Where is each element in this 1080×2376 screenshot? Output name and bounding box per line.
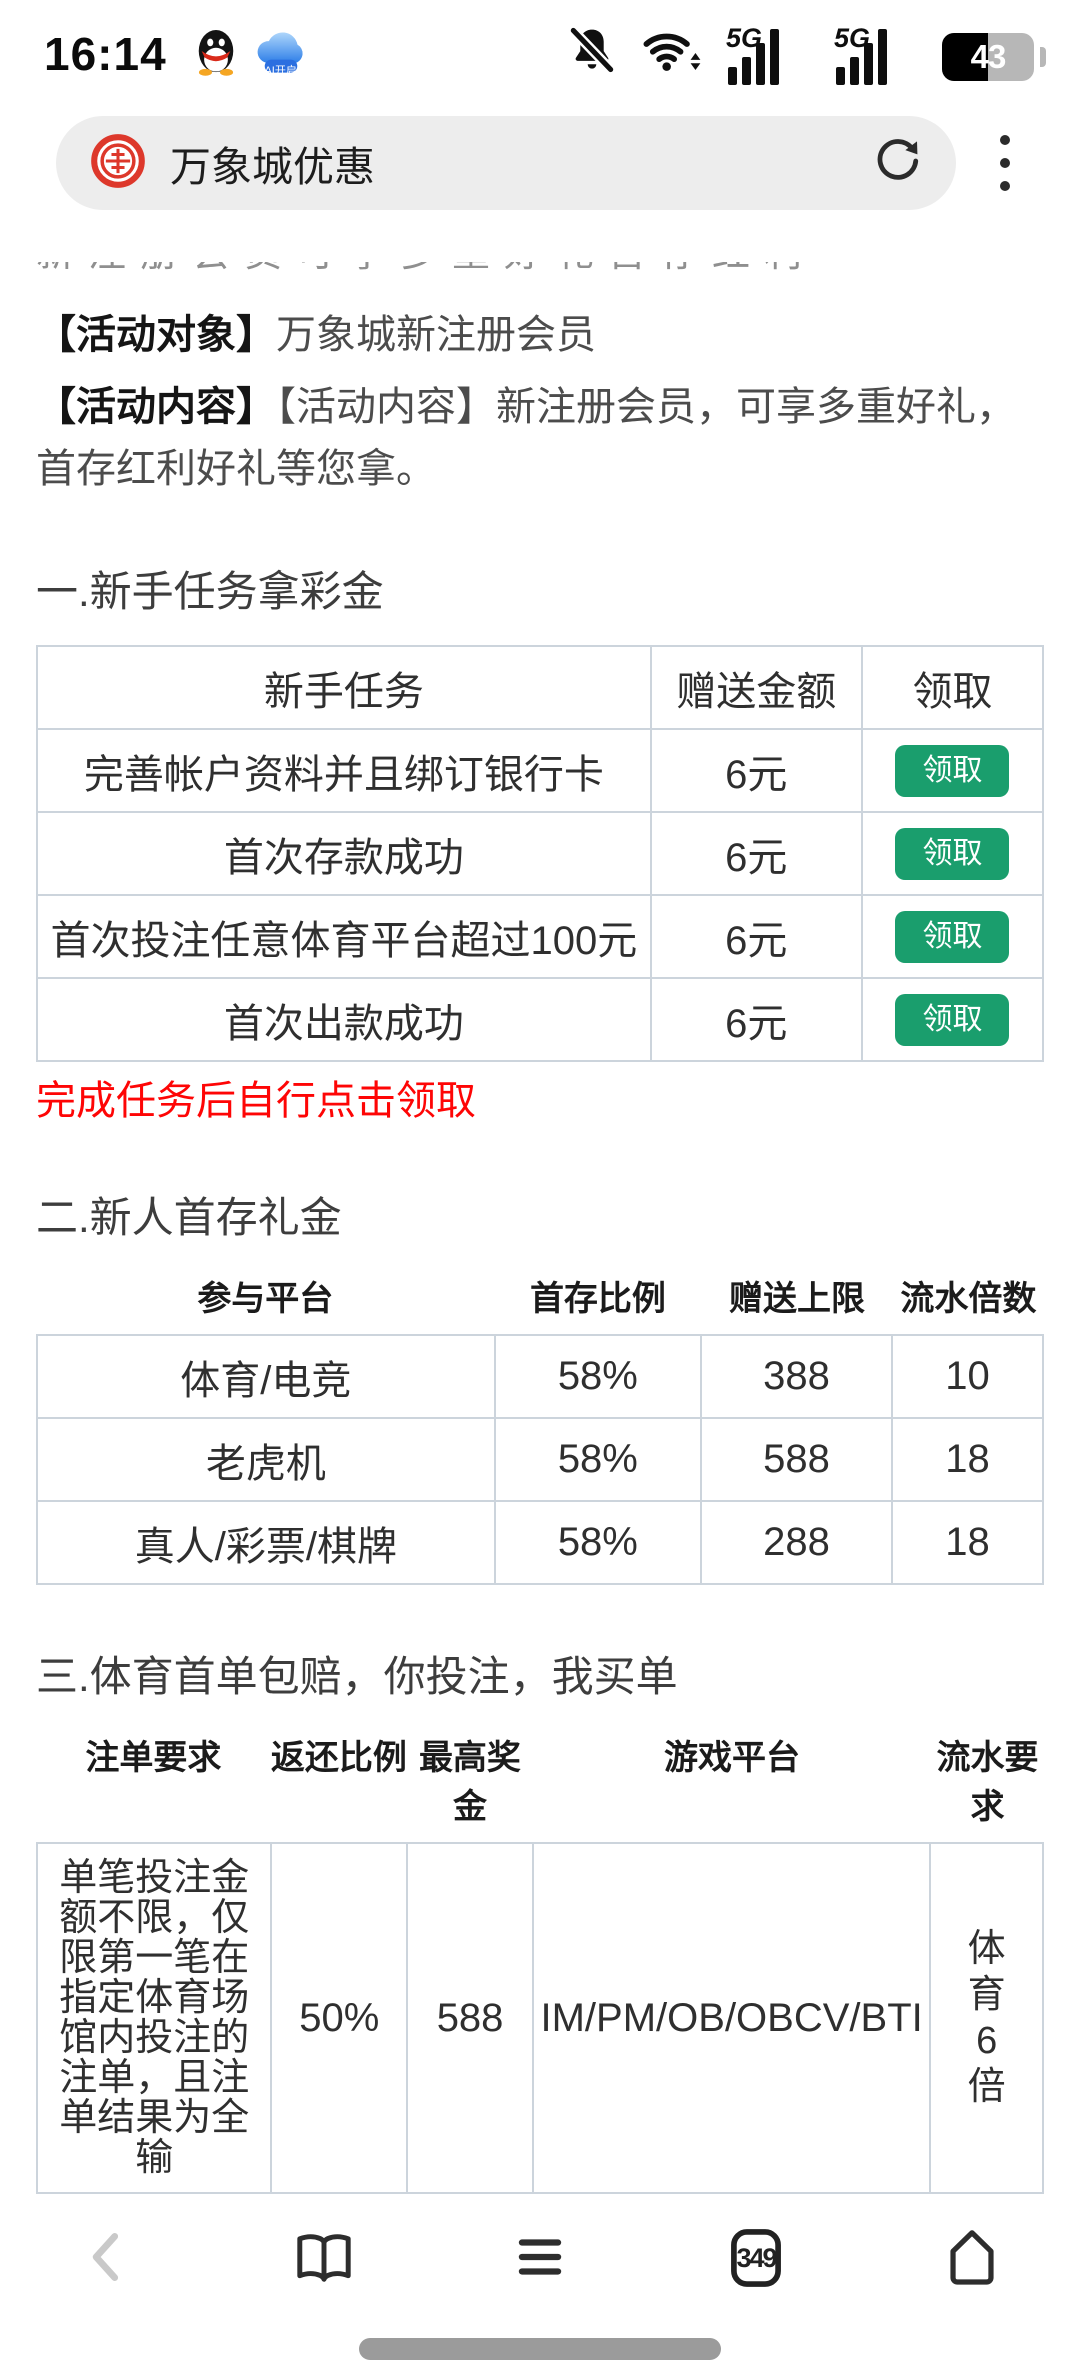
clock: 16:14 [44, 28, 167, 80]
amount-cell: 6元 [649, 894, 863, 979]
menu-hamburger-icon[interactable] [432, 2224, 648, 2290]
qq-penguin-icon [193, 27, 239, 82]
col-header: 返还比例 [270, 1739, 407, 1777]
clipped-scrolled-line: 新注册会员可享多重好礼首存红利 [36, 262, 1044, 278]
first-bet-compensation-table: 单笔投注金额不限，仅限第一笔在指定体育场馆内投注的注单，且注单结果为全输 50%… [35, 1842, 1044, 2194]
cloud-app-icon: AI开启 [255, 26, 307, 83]
cap-cell: 388 [699, 1334, 894, 1419]
ratio-cell: 58% [493, 1417, 702, 1502]
return-ratio-cell: 50% [270, 1842, 409, 2194]
status-indicators: 5G 5G 43 [566, 23, 1046, 85]
claim-instruction-note: 完成任务后自行点击领取 [36, 1079, 476, 1123]
col-header: 游戏平台 [664, 1739, 801, 1777]
section2-title: 二.新人首存礼金 [36, 1194, 342, 1241]
turnover-cell: 18 [891, 1500, 1044, 1585]
activity-content-text: 【活动内容】新注册会员，可享多重好礼，首存红利好礼等您拿。 [36, 385, 1016, 491]
table-row: 老虎机 58% 588 18 [36, 1417, 1044, 1502]
home-button[interactable] [864, 2224, 1080, 2290]
col-header: 赠送上限 [729, 1280, 865, 1318]
site-favicon [90, 133, 146, 194]
col-header: 流水要求 [936, 1739, 1039, 1826]
table-row: 首次投注任意体育平台超过100元 6元 领取 [36, 894, 1045, 979]
amount-cell: 6元 [649, 811, 863, 896]
battery-icon: 43 [942, 32, 1034, 81]
table-row: 首次存款成功 6元 领取 [36, 811, 1045, 896]
claim-button[interactable]: 领取 [895, 993, 1010, 1046]
gesture-bar[interactable] [359, 2338, 721, 2360]
menu-button[interactable] [1000, 135, 1010, 191]
activity-target-label: 【活动对象】 [36, 313, 276, 357]
turnover-cell: 18 [891, 1417, 1044, 1502]
bet-requirement-cell: 单笔投注金额不限，仅限第一笔在指定体育场馆内投注的注单，且注单结果为全输 [35, 1842, 273, 2194]
col-header: 注单要求 [85, 1739, 222, 1777]
turnover-cell: 10 [891, 1334, 1044, 1419]
page-title: 万象城优惠 [170, 144, 375, 190]
cellular-signal-icon-sim1: 5G [726, 23, 812, 85]
tab-count: 349 [736, 2242, 777, 2273]
bookmarks-book-icon[interactable] [216, 2224, 432, 2290]
col-header-claim: 领取 [860, 645, 1045, 730]
platform-cell: 老虎机 [36, 1417, 496, 1502]
amount-cell: 6元 [649, 728, 863, 813]
col-header: 最高奖金 [418, 1739, 521, 1826]
col-header: 参与平台 [197, 1280, 334, 1318]
notification-icons: AI开启 [193, 26, 307, 83]
address-bar-row: 万象城优惠 [0, 102, 1080, 210]
mute-bell-icon [566, 24, 618, 81]
activity-content-paragraph: 【活动内容】【活动内容】新注册会员，可享多重好礼，首存红利好礼等您拿。 [36, 376, 1044, 500]
address-bar[interactable]: 万象城优惠 [56, 116, 956, 210]
first-deposit-table: 体育/电竞 58% 388 10 老虎机 58% 588 18 真人/彩票/棋牌… [36, 1334, 1044, 1585]
compensation-table-headers: 注单要求 返还比例 最高奖金 游戏平台 流水要求 [36, 1730, 1044, 1828]
amount-cell: 6元 [649, 977, 863, 1062]
claim-button[interactable]: 领取 [895, 827, 1010, 880]
col-header-task: 新手任务 [36, 645, 652, 730]
task-cell: 首次存款成功 [36, 811, 652, 896]
activity-target-paragraph: 【活动对象】万象城新注册会员 [36, 304, 1044, 366]
ratio-cell: 58% [493, 1500, 702, 1585]
table-row: 体育/电竞 58% 388 10 [36, 1334, 1044, 1419]
turnover-requirement-cell: 体育6倍 [929, 1842, 1044, 2194]
cap-cell: 288 [699, 1500, 894, 1585]
newbie-task-table: 新手任务 赠送金额 领取 完善帐户资料并且绑订银行卡 6元 领取 首次存款成功 … [36, 645, 1045, 1062]
col-header: 流水倍数 [900, 1280, 1037, 1318]
claim-button[interactable]: 领取 [895, 744, 1010, 797]
back-button[interactable] [0, 2224, 216, 2290]
refresh-button[interactable] [872, 136, 922, 191]
tab-switcher-button[interactable]: 349 [648, 2224, 864, 2292]
wifi-icon [640, 24, 704, 81]
cap-cell: 588 [699, 1417, 894, 1502]
browser-bottom-nav: 349 [0, 2198, 1080, 2376]
platform-cell: 体育/电竞 [36, 1334, 496, 1419]
cloud-badge-label: AI开启 [264, 64, 297, 77]
task-cell: 完善帐户资料并且绑订银行卡 [36, 728, 652, 813]
col-header-amount: 赠送金额 [649, 645, 863, 730]
web-content: 新注册会员可享多重好礼首存红利 【活动对象】万象城新注册会员 【活动内容】【活动… [0, 262, 1080, 2376]
task-cell: 首次投注任意体育平台超过100元 [36, 894, 652, 979]
activity-target-text: 万象城新注册会员 [276, 313, 596, 357]
battery-percent: 43 [970, 37, 1007, 75]
table-row: 完善帐户资料并且绑订银行卡 6元 领取 [36, 728, 1045, 813]
section1-title: 一.新手任务拿彩金 [36, 568, 384, 615]
platform-cell: 真人/彩票/棋牌 [36, 1500, 496, 1585]
section3-title: 三.体育首单包赔，你投注，我买单 [36, 1653, 678, 1700]
col-header: 首存比例 [529, 1280, 666, 1318]
max-prize-cell: 588 [406, 1842, 534, 2194]
claim-button[interactable]: 领取 [895, 910, 1010, 963]
activity-content-label: 【活动内容】 [36, 385, 276, 429]
table-row: 单笔投注金额不限，仅限第一笔在指定体育场馆内投注的注单，且注单结果为全输 50%… [35, 1842, 1044, 2194]
table-row: 首次出款成功 6元 领取 [36, 977, 1045, 1062]
game-platform-cell: IM/PM/OB/OBCV/BTI [531, 1842, 932, 2194]
task-cell: 首次出款成功 [36, 977, 652, 1062]
deposit-table-headers: 参与平台 首存比例 赠送上限 流水倍数 [36, 1271, 1044, 1320]
table-row: 真人/彩票/棋牌 58% 288 18 [36, 1500, 1044, 1585]
cellular-signal-icon-sim2: 5G [834, 23, 920, 85]
ratio-cell: 58% [493, 1334, 702, 1419]
status-bar: 16:14 [0, 0, 1080, 102]
table-header-row: 新手任务 赠送金额 领取 [36, 645, 1045, 730]
battery-nub [1040, 46, 1046, 67]
